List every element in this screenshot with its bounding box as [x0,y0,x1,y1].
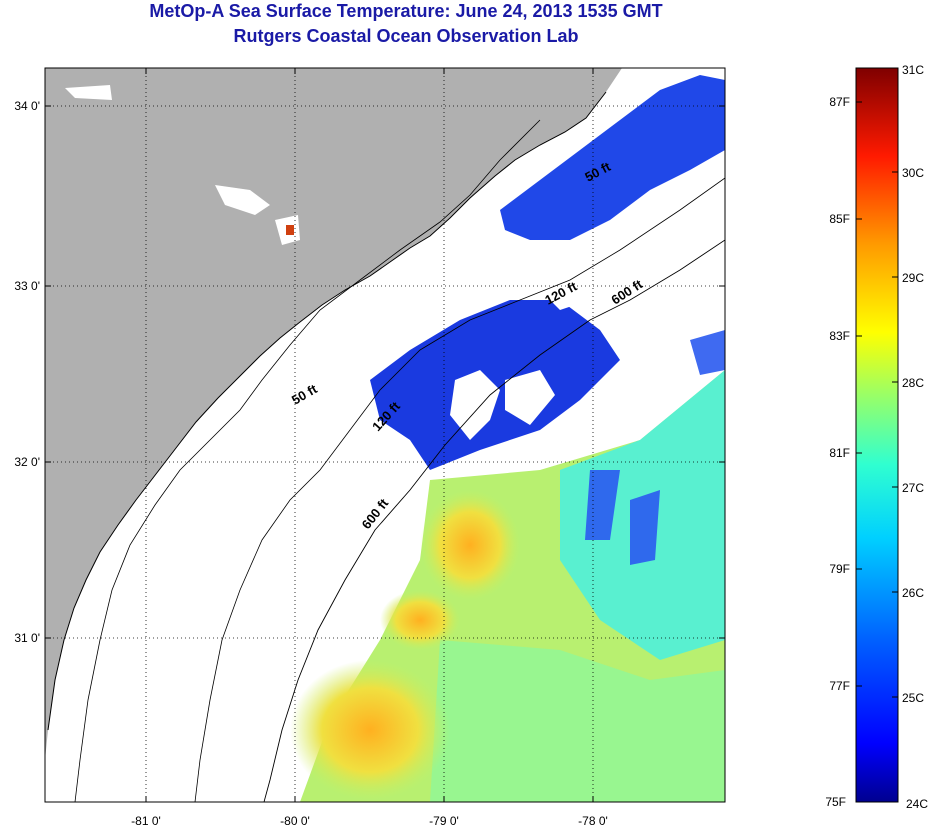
lat-tick-label: 31 0' [14,631,40,645]
map-frame [44,67,726,803]
lat-tick-label: 32 0' [14,455,40,469]
lat-tick-label: 34 0' [14,99,40,113]
contour-600ft [263,239,725,802]
map-ticks [45,68,725,802]
lon-tick-label: -79 0' [429,814,459,828]
colorbar [855,67,899,803]
colorbar-ticks [856,101,898,698]
colorbar-label-f: 79F [829,562,850,576]
lon-tick-label: -80 0' [280,814,310,828]
sst-hot-patch [420,490,520,600]
lon-tick-label: -78 0' [578,814,608,828]
sst-hot-pixel [286,225,294,235]
sst-hot-patch [380,590,460,650]
graticule [45,68,725,802]
colorbar-label-c: 30C [902,166,924,180]
colorbar-label-c: 25C [902,691,924,705]
sst-green-region [430,640,725,802]
colorbar-label-c: 28C [902,376,924,390]
land-mass [45,68,622,760]
colorbar-label-c: 26C [902,586,924,600]
colorbar-label-c: 27C [902,481,924,495]
colorbar-label-f: 87F [829,95,850,109]
lat-tick-label: 33 0' [14,279,40,293]
colorbar-label-f: 81F [829,446,850,460]
sst-hot-patch [290,660,450,800]
colorbar-label-f: 83F [829,329,850,343]
colorbar-label-c: 31C [902,63,924,77]
cloud-patch [450,200,725,440]
coastline [47,91,607,731]
colorbar-label-c: 29C [902,271,924,285]
colorbar-label-f: 75F [825,795,846,809]
map-panel [45,68,725,802]
colorbar-label-f: 85F [829,212,850,226]
colorbar-label-c: 24C [906,797,928,811]
contour-120ft [194,177,725,802]
map-subtitle: Rutgers Coastal Ocean Observation Lab [233,26,579,46]
sst-cool-streaks [585,330,725,565]
sst-cool-region-north [500,75,725,240]
lon-tick-label: -81 0' [131,814,161,828]
colorbar-label-f: 77F [829,679,850,693]
contour-50ft [74,119,541,802]
cloud-over-land [65,85,300,245]
map-title: MetOp-A Sea Surface Temperature: June 24… [149,1,663,21]
